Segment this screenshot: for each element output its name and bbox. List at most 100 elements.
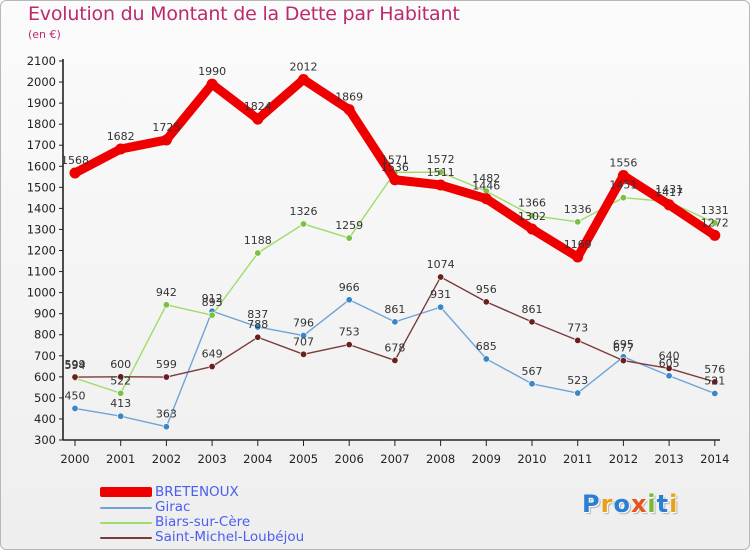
data-label: 1431 — [655, 183, 683, 196]
data-point-biars-sur-cere — [574, 218, 582, 226]
data-label: 522 — [110, 374, 131, 387]
data-label: 1074 — [427, 258, 455, 271]
y-tick-label: 1200 — [27, 244, 56, 258]
y-tick-label: 1800 — [27, 117, 56, 131]
data-point-biars-sur-cere — [162, 301, 170, 309]
data-label: 605 — [659, 357, 680, 370]
data-label: 1571 — [381, 153, 409, 166]
data-point-bretenoux — [435, 179, 447, 191]
data-label: 788 — [247, 318, 268, 331]
data-point-girac — [162, 423, 170, 431]
data-point-bretenoux — [160, 134, 172, 146]
y-tick-label: 1300 — [27, 222, 56, 236]
data-label: 1188 — [244, 234, 272, 247]
data-label: 1682 — [107, 130, 135, 143]
data-point-saint-michel-loubejou — [437, 273, 445, 281]
data-point-bretenoux — [526, 223, 538, 235]
x-tick-label: 2002 — [152, 452, 181, 466]
x-tick-label: 2001 — [106, 452, 135, 466]
data-point-saint-michel-loubejou — [162, 373, 170, 381]
x-tick-label: 2014 — [700, 452, 729, 466]
data-point-bretenoux — [480, 193, 492, 205]
data-point-bretenoux — [709, 229, 721, 241]
data-point-saint-michel-loubejou — [482, 298, 490, 306]
x-tick-label: 2008 — [426, 452, 455, 466]
data-point-bretenoux — [115, 143, 127, 155]
data-point-girac — [391, 318, 399, 326]
legend-swatch — [100, 537, 152, 539]
y-tick-label: 1700 — [27, 138, 56, 152]
legend-swatch — [100, 487, 152, 497]
y-tick-label: 900 — [34, 307, 56, 321]
data-label: 796 — [293, 317, 314, 330]
data-label: 1366 — [518, 197, 546, 210]
y-tick-label: 700 — [34, 349, 56, 363]
data-point-saint-michel-loubejou — [117, 373, 125, 381]
data-point-saint-michel-loubejou — [208, 363, 216, 371]
x-tick-label: 2010 — [517, 452, 546, 466]
x-tick-label: 2000 — [60, 452, 89, 466]
data-label: 677 — [613, 342, 634, 355]
data-label: 1417 — [655, 186, 683, 199]
x-tick-label: 2006 — [335, 452, 364, 466]
data-point-biars-sur-cere — [528, 212, 536, 220]
data-label: 1511 — [427, 166, 455, 179]
data-label: 1272 — [701, 216, 729, 229]
data-label: 1869 — [335, 91, 363, 104]
data-point-saint-michel-loubejou — [711, 378, 719, 386]
data-label: 685 — [476, 340, 497, 353]
data-point-bretenoux — [206, 78, 218, 90]
data-point-girac — [482, 355, 490, 363]
data-label: 1536 — [381, 161, 409, 174]
data-label: 1572 — [427, 153, 455, 166]
y-tick-label: 1400 — [27, 201, 56, 215]
y-tick-label: 300 — [34, 433, 56, 447]
data-point-saint-michel-loubejou — [391, 356, 399, 364]
proxiti-logo: Proxiti — [582, 490, 678, 518]
data-label: 523 — [567, 374, 588, 387]
data-point-biars-sur-cere — [711, 219, 719, 227]
x-tick-label: 2007 — [380, 452, 409, 466]
data-label: 837 — [247, 308, 268, 321]
data-point-bretenoux — [343, 104, 355, 116]
data-label: 1451 — [609, 179, 637, 192]
y-tick-label: 2100 — [27, 54, 56, 68]
data-label: 567 — [522, 365, 543, 378]
data-label: 707 — [293, 335, 314, 348]
y-tick-label: 1500 — [27, 180, 56, 194]
data-point-biars-sur-cere — [345, 234, 353, 242]
data-point-girac — [574, 389, 582, 397]
data-point-biars-sur-cere — [437, 168, 445, 176]
data-label: 1725 — [152, 121, 180, 134]
data-point-saint-michel-loubejou — [528, 318, 536, 326]
data-label: 599 — [65, 358, 86, 371]
data-label: 1824 — [244, 100, 272, 113]
data-label: 956 — [476, 283, 497, 296]
legend-label: BRETENOUX — [155, 484, 239, 500]
y-tick-label: 1100 — [27, 265, 56, 279]
data-point-biars-sur-cere — [254, 249, 262, 257]
x-tick-label: 2013 — [654, 452, 683, 466]
logo-letter: i — [647, 490, 657, 518]
unit-label: (en €) — [28, 28, 61, 41]
data-label: 1990 — [198, 65, 226, 78]
data-point-saint-michel-loubejou — [665, 364, 673, 372]
data-label: 1482 — [472, 172, 500, 185]
data-point-girac — [254, 323, 262, 331]
legend-swatch — [100, 507, 152, 509]
data-label: 1331 — [701, 204, 729, 217]
legend-label: Saint-Michel-Loubéjou — [155, 529, 305, 545]
data-label: 576 — [704, 363, 725, 376]
data-point-girac — [711, 389, 719, 397]
data-point-biars-sur-cere — [208, 311, 216, 319]
x-tick-label: 2011 — [563, 452, 592, 466]
data-label: 1446 — [472, 180, 500, 193]
data-point-biars-sur-cere — [299, 220, 307, 228]
data-label: 1336 — [564, 203, 592, 216]
data-point-saint-michel-loubejou — [71, 373, 79, 381]
legend-label: Biars-sur-Cère — [155, 514, 251, 530]
data-label: 1556 — [609, 157, 637, 170]
data-point-bretenoux — [572, 251, 584, 263]
